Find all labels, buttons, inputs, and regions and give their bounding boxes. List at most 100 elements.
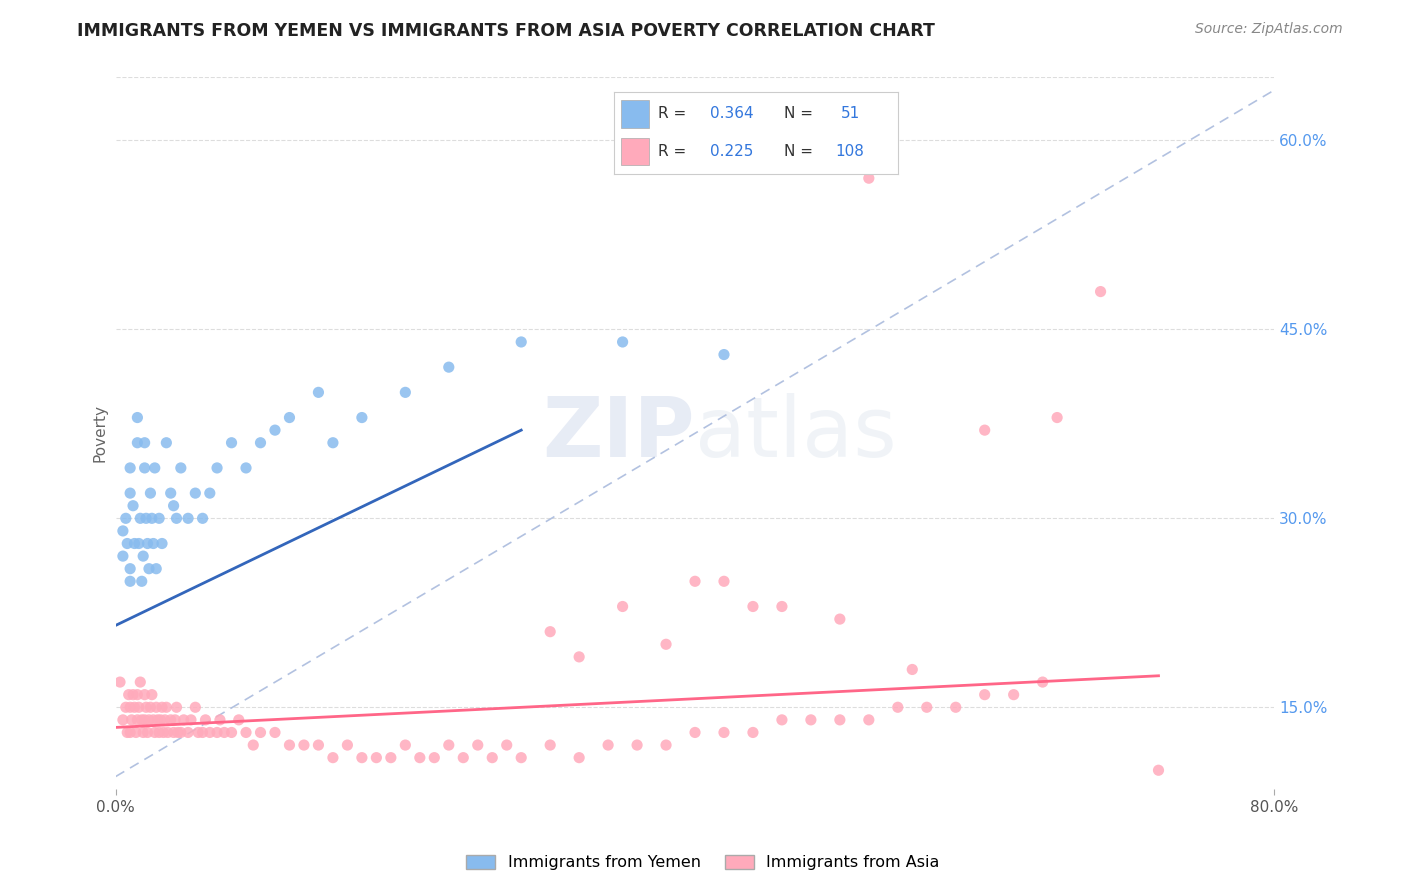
Point [149,713,172,727]
Legend: Immigrants from Yemen, Immigrants from Asia: Immigrants from Yemen, Immigrants from A… [460,848,946,877]
Point [150,536,173,550]
Point [124,536,146,550]
Point [127,410,149,425]
Point [129,511,152,525]
Point [173,713,195,727]
Point [177,511,200,525]
Point [120,574,142,589]
Point [155,700,177,714]
Point [409,750,432,764]
Point [770,713,793,727]
Text: ZIP: ZIP [543,392,695,474]
Point [800,713,823,727]
Point [117,536,139,550]
Point [125,725,148,739]
Point [394,738,416,752]
Point [187,725,209,739]
Point [143,461,166,475]
Point [177,725,200,739]
Point [152,725,174,739]
Point [118,688,141,702]
Point [191,725,214,739]
Point [770,599,793,614]
Point [155,435,177,450]
Point [166,511,188,525]
Point [205,725,228,739]
Point [141,511,163,525]
Point [170,461,193,475]
Point [121,713,143,727]
Point [145,700,167,714]
Point [124,700,146,714]
Text: atlas: atlas [695,392,897,474]
Point [1032,675,1054,690]
Point [122,499,145,513]
Point [249,725,271,739]
Point [1147,764,1170,778]
Point [159,713,181,727]
Point [139,700,162,714]
Point [120,486,142,500]
Point [612,334,634,349]
Point [120,562,142,576]
Point [214,725,236,739]
Point [128,700,150,714]
Point [132,549,155,563]
Point [350,410,373,425]
Y-axis label: Poverty: Poverty [93,404,107,462]
Point [194,713,217,727]
Point [683,574,706,589]
Point [198,725,221,739]
Point [742,725,765,739]
Point [467,738,489,752]
Point [127,435,149,450]
Point [134,713,156,727]
Point [120,461,142,475]
Point [858,171,880,186]
Point [163,713,186,727]
Point [132,725,155,739]
Point [626,738,648,752]
Point [437,738,460,752]
Point [131,713,153,727]
Point [170,725,193,739]
Point [111,524,134,538]
Text: Source: ZipAtlas.com: Source: ZipAtlas.com [1195,22,1343,37]
Point [1090,285,1112,299]
Point [141,688,163,702]
Point [973,423,995,437]
Point [366,750,388,764]
Point [221,725,243,739]
Point [713,347,735,361]
Point [135,511,157,525]
Point [143,725,166,739]
Point [134,435,156,450]
Point [380,750,402,764]
Point [235,461,257,475]
Point [208,713,231,727]
Point [336,738,359,752]
Point [278,738,301,752]
Point [538,738,561,752]
Point [307,738,329,752]
Point [127,713,149,727]
Point [742,599,765,614]
Point [138,562,160,576]
Point [350,750,373,764]
Point [111,549,134,563]
Point [127,688,149,702]
Point [655,738,678,752]
Point [198,486,221,500]
Point [134,688,156,702]
Point [114,511,136,525]
Point [191,511,214,525]
Point [713,725,735,739]
Point [568,750,591,764]
Point [437,360,460,375]
Point [264,423,287,437]
Point [510,334,533,349]
Point [915,700,938,714]
Point [162,725,184,739]
Point [142,536,165,550]
Point [117,725,139,739]
